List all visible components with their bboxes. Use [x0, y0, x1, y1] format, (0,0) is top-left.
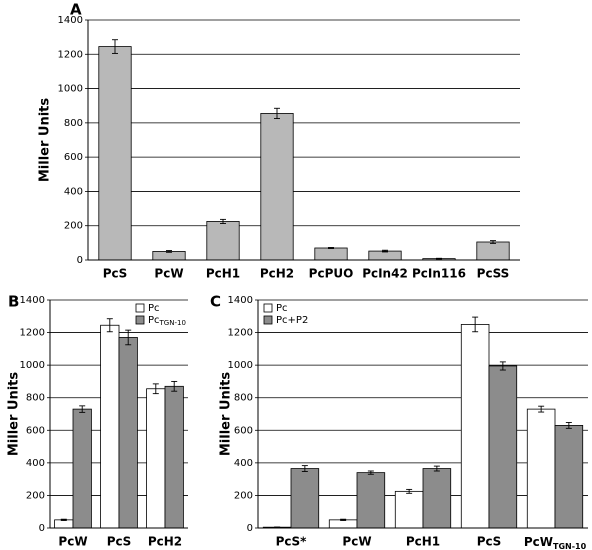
- y-tick-label: 1000: [20, 360, 45, 371]
- bar: [118, 337, 138, 529]
- y-tick-label: 800: [234, 393, 253, 404]
- y-tick-label: 1200: [58, 49, 83, 60]
- legend-sub: TGN-10: [159, 319, 186, 327]
- x-tick-label: PcW: [58, 535, 87, 549]
- bar: [554, 424, 584, 529]
- legend-swatch: [135, 315, 145, 325]
- bar: [206, 221, 240, 261]
- y-tick-label: 200: [26, 490, 45, 501]
- bar: [72, 408, 92, 529]
- bar: [54, 519, 74, 529]
- x-tick-label: PcSS: [477, 267, 510, 281]
- y-tick-label: 0: [247, 523, 253, 534]
- legend-name: Pc: [148, 315, 160, 326]
- legend-label: Pc+P2: [276, 315, 308, 326]
- y-tick-label: 600: [26, 425, 45, 436]
- y-tick-label: 0: [39, 523, 45, 534]
- x-tick-label: PcH1: [406, 535, 440, 549]
- x-tick-label: PcPUO: [309, 267, 354, 281]
- x-tick-label: PcH2: [148, 535, 182, 549]
- bar: [368, 250, 402, 261]
- y-tick-label: 200: [64, 221, 83, 232]
- bar: [98, 46, 132, 261]
- x-tick-label: PcW: [154, 267, 183, 281]
- y-tick-label: 0: [77, 255, 83, 266]
- y-tick-label: 600: [234, 425, 253, 436]
- x-tick-label: PcS: [477, 535, 502, 549]
- legend-name: Pc+P2: [276, 315, 308, 326]
- legend-swatch: [263, 315, 273, 325]
- x-tick-label-sub: TGN-10: [553, 542, 587, 550]
- bar: [100, 324, 120, 529]
- y-tick-label: 400: [26, 458, 45, 469]
- legend-label: Pc: [276, 303, 288, 314]
- legend-label: Pc: [148, 303, 160, 314]
- x-tick-label: PcS: [103, 267, 128, 281]
- bar: [146, 388, 166, 529]
- x-tick-label: PcWTGN-10: [524, 535, 587, 550]
- y-tick-label: 200: [234, 490, 253, 501]
- bar: [290, 468, 320, 529]
- x-tick-label-main: PcW: [524, 535, 553, 549]
- bar: [356, 472, 386, 529]
- legend-name: Pc: [148, 303, 160, 314]
- bar: [328, 519, 358, 529]
- bar: [314, 247, 348, 261]
- legend-swatch: [135, 303, 145, 313]
- bar: [394, 490, 424, 529]
- bar: [422, 468, 452, 529]
- y-tick-label: 1400: [58, 15, 83, 26]
- x-tick-label: PcH1: [206, 267, 240, 281]
- x-tick-label: PcH2: [260, 267, 294, 281]
- x-tick-label: PcIn42: [362, 267, 408, 281]
- bar: [488, 365, 518, 529]
- x-tick-label: PcS*: [276, 535, 308, 549]
- y-tick-label: 1400: [20, 295, 45, 306]
- y-axis-label: Miller Units: [7, 372, 22, 457]
- y-tick-label: 1200: [20, 328, 45, 339]
- bar: [460, 324, 490, 529]
- y-tick-label: 800: [64, 118, 83, 129]
- y-tick-label: 600: [64, 152, 83, 163]
- x-tick-label: PcS: [107, 535, 132, 549]
- bar: [260, 113, 294, 261]
- x-tick-label: PcIn116: [412, 267, 466, 281]
- y-axis-label: Miller Units: [38, 98, 53, 183]
- y-tick-label: 1200: [228, 328, 253, 339]
- y-tick-label: 1400: [228, 295, 253, 306]
- bar: [476, 241, 510, 261]
- panel-label: C: [210, 293, 221, 311]
- y-axis-label: Miller Units: [219, 372, 234, 457]
- y-tick-label: 1000: [58, 84, 83, 95]
- legend-label: PcTGN-10: [148, 315, 186, 327]
- y-tick-label: 800: [26, 393, 45, 404]
- bar: [164, 385, 184, 529]
- y-tick-label: 400: [234, 458, 253, 469]
- legend-name: Pc: [276, 303, 288, 314]
- y-tick-label: 400: [64, 186, 83, 197]
- legend-swatch: [263, 303, 273, 313]
- y-tick-label: 1000: [228, 360, 253, 371]
- panel-label: A: [70, 1, 82, 19]
- bar: [526, 408, 556, 529]
- panel-label: B: [8, 293, 19, 311]
- x-tick-label: PcW: [342, 535, 371, 549]
